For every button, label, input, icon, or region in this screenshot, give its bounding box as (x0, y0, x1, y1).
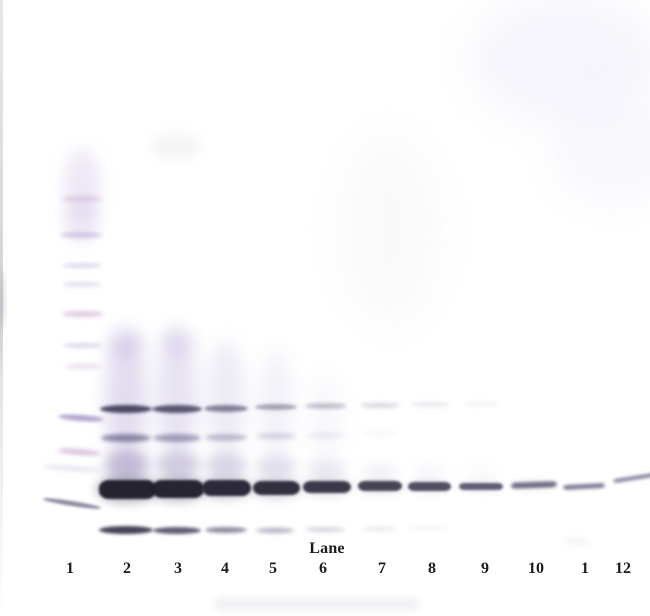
protein-band-lane-6 (303, 481, 351, 493)
ladder-band (62, 196, 102, 202)
protein-band-lane-4 (205, 527, 247, 533)
ladder-band (60, 232, 102, 238)
protein-band-lane-6 (305, 403, 347, 409)
protein-band-lane-2 (98, 479, 156, 499)
protein-band-lane-4 (201, 480, 251, 496)
scan-artifact (213, 597, 419, 611)
lane-label-10: 10 (528, 560, 544, 577)
ladder-band (62, 281, 102, 287)
gel-smear (105, 330, 147, 466)
gel-smear (104, 451, 150, 479)
protein-band-lane-7 (360, 402, 400, 408)
photo-left-edge (0, 0, 3, 616)
protein-band-lane-2 (101, 434, 151, 442)
gel-smear (108, 329, 144, 359)
protein-band-lane-8 (411, 401, 449, 407)
protein-band-lane-2 (99, 526, 153, 534)
protein-band-lane-3 (153, 434, 201, 442)
protein-band-lane-6 (305, 526, 345, 532)
lane-label-9: 9 (481, 560, 489, 577)
protein-band-lane-4 (204, 404, 248, 412)
protein-band-lane-3 (153, 526, 201, 534)
scan-artifact (340, 135, 440, 325)
gel-smear (412, 467, 446, 479)
lane-label-7: 7 (378, 560, 386, 577)
ladder-band (42, 463, 104, 473)
scan-artifact (564, 537, 590, 545)
protein-band-lane-5 (256, 433, 296, 439)
protein-band-lane-7 (362, 432, 398, 436)
protein-band-lane-5 (255, 404, 297, 410)
protein-band-lane-7 (361, 527, 397, 531)
protein-band-lane-11 (562, 482, 606, 490)
gel-smear (63, 148, 101, 224)
gel-smear (307, 461, 347, 479)
lane-label-12: 12 (615, 560, 631, 577)
ladder-band (64, 363, 102, 369)
gel-smear (205, 454, 247, 478)
protein-band-lane-5 (252, 481, 300, 495)
gel-smear (156, 452, 200, 478)
ladder-band (56, 447, 102, 457)
scan-artifact (550, 95, 650, 205)
protein-band-lane-7 (358, 481, 402, 491)
lane-label-8: 8 (428, 560, 436, 577)
lane-label-4: 4 (221, 560, 229, 577)
lane-label-11: 1 (581, 560, 589, 577)
gel-smear (256, 456, 296, 478)
protein-band-lane-3 (152, 405, 202, 413)
protein-band-lane-6 (307, 432, 345, 438)
protein-band-lane-9 (464, 402, 500, 406)
scan-artifact (151, 133, 201, 159)
lane-axis-label: Lane (309, 540, 345, 557)
ladder-band (43, 496, 101, 510)
protein-band-lane-3 (152, 480, 204, 498)
gel-smear (207, 340, 245, 460)
gel-smear (465, 469, 497, 479)
protein-band-lane-5 (256, 527, 294, 533)
lane-label-5: 5 (269, 560, 277, 577)
protein-band-lane-8 (412, 526, 444, 530)
protein-band-lane-9 (459, 482, 503, 490)
ladder-band (57, 413, 105, 423)
protein-band-lane-4 (205, 433, 247, 441)
lane-label-6: 6 (319, 560, 327, 577)
protein-band-lane-12 (612, 472, 650, 484)
gel-smear (309, 375, 343, 465)
lane-label-3: 3 (174, 560, 182, 577)
ladder-band (63, 342, 103, 348)
lane-label-row: 1 2 3 4 5 6 7 8 9 10 1 12 (0, 560, 650, 580)
ladder-band (62, 262, 102, 268)
protein-band-lane-2 (100, 405, 152, 413)
ladder-band (62, 311, 104, 317)
lane-label-1: 1 (66, 560, 74, 577)
protein-band-lane-8 (407, 481, 451, 491)
gel-smear (362, 465, 398, 479)
lane-label-2: 2 (123, 560, 131, 577)
gel-smear (160, 328, 194, 356)
